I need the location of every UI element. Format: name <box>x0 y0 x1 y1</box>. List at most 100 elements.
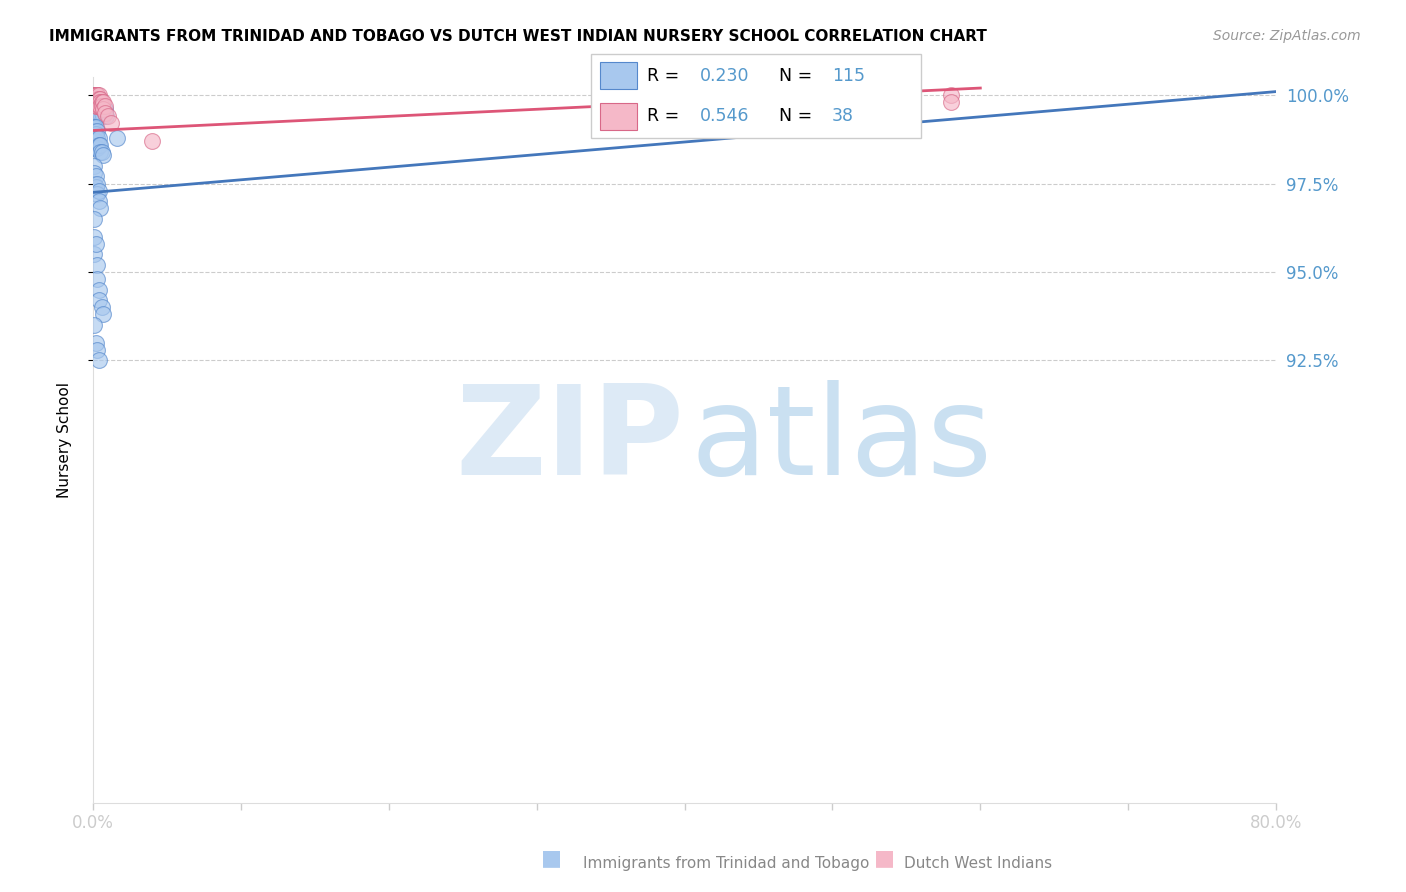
Point <box>86 88 108 103</box>
Point <box>89 145 111 159</box>
Point <box>83 92 105 106</box>
Point <box>939 95 962 110</box>
Point <box>84 169 107 184</box>
Point <box>89 95 111 110</box>
Text: ■: ■ <box>541 848 561 868</box>
Point <box>84 180 107 194</box>
Point <box>83 318 105 332</box>
Point <box>87 88 110 103</box>
Point <box>84 109 107 123</box>
Point <box>86 95 108 110</box>
Point <box>93 95 115 110</box>
Point <box>141 134 163 148</box>
Point <box>87 92 110 106</box>
Text: 0.230: 0.230 <box>700 67 749 85</box>
Text: Dutch West Indians: Dutch West Indians <box>904 856 1052 871</box>
Bar <box>600 103 637 130</box>
Point <box>83 99 105 113</box>
Point <box>87 194 110 209</box>
Point <box>87 184 110 198</box>
Point <box>89 95 111 110</box>
Point <box>83 92 105 106</box>
Text: 38: 38 <box>832 107 853 125</box>
Point <box>86 177 108 191</box>
Point <box>84 120 107 134</box>
Point <box>83 88 105 103</box>
Point <box>84 88 107 103</box>
Point <box>84 92 107 106</box>
Text: ■: ■ <box>875 848 894 868</box>
Point <box>86 88 108 103</box>
Point <box>86 141 108 155</box>
Point <box>84 92 107 106</box>
Point <box>83 95 105 110</box>
Point <box>84 103 107 117</box>
Text: IMMIGRANTS FROM TRINIDAD AND TOBAGO VS DUTCH WEST INDIAN NURSERY SCHOOL CORRELAT: IMMIGRANTS FROM TRINIDAD AND TOBAGO VS D… <box>49 29 987 45</box>
Point <box>86 130 108 145</box>
Point <box>84 105 107 120</box>
Point <box>84 95 107 110</box>
Point <box>84 236 107 251</box>
Point <box>89 92 111 106</box>
Text: ZIP: ZIP <box>456 379 685 500</box>
Point <box>83 103 105 117</box>
Point <box>90 103 112 117</box>
Point <box>90 99 112 113</box>
Point <box>83 211 105 226</box>
Point <box>83 88 105 103</box>
Point <box>94 105 117 120</box>
Point <box>83 88 105 103</box>
Point <box>87 293 110 308</box>
Point <box>83 103 105 117</box>
Point <box>86 187 108 202</box>
Point <box>83 166 105 180</box>
Point <box>93 103 115 117</box>
Point <box>89 105 111 120</box>
Point <box>86 92 108 106</box>
Point <box>87 105 110 120</box>
Point <box>94 103 117 117</box>
Point <box>86 343 108 357</box>
Point <box>84 127 107 141</box>
Point <box>83 130 105 145</box>
Point <box>83 134 105 148</box>
Point <box>83 92 105 106</box>
Point <box>83 229 105 244</box>
Point <box>87 353 110 368</box>
Point <box>83 95 105 110</box>
Point <box>87 99 110 113</box>
Point <box>86 95 108 110</box>
Point <box>84 88 107 103</box>
Point <box>89 137 111 152</box>
Point <box>84 105 107 120</box>
Point <box>87 95 110 110</box>
Point <box>86 92 108 106</box>
Point <box>96 109 118 123</box>
Point <box>84 95 107 110</box>
Point <box>87 103 110 117</box>
Point <box>90 95 112 110</box>
Point <box>939 88 962 103</box>
Point <box>84 141 107 155</box>
Point <box>83 92 105 106</box>
Point <box>90 99 112 113</box>
Point <box>86 99 108 113</box>
Point <box>86 88 108 103</box>
Point <box>84 88 107 103</box>
Point <box>83 92 105 106</box>
Point <box>89 99 111 113</box>
Point <box>83 123 105 137</box>
Point <box>83 88 105 103</box>
Point <box>90 301 112 315</box>
Text: R =: R = <box>647 67 679 85</box>
Point <box>83 112 105 127</box>
Text: R =: R = <box>647 107 679 125</box>
Point <box>87 283 110 297</box>
Point <box>84 92 107 106</box>
Point <box>83 88 105 103</box>
Point <box>83 120 105 134</box>
Point <box>83 88 105 103</box>
Point <box>86 95 108 110</box>
Point <box>94 99 117 113</box>
Point <box>83 92 105 106</box>
